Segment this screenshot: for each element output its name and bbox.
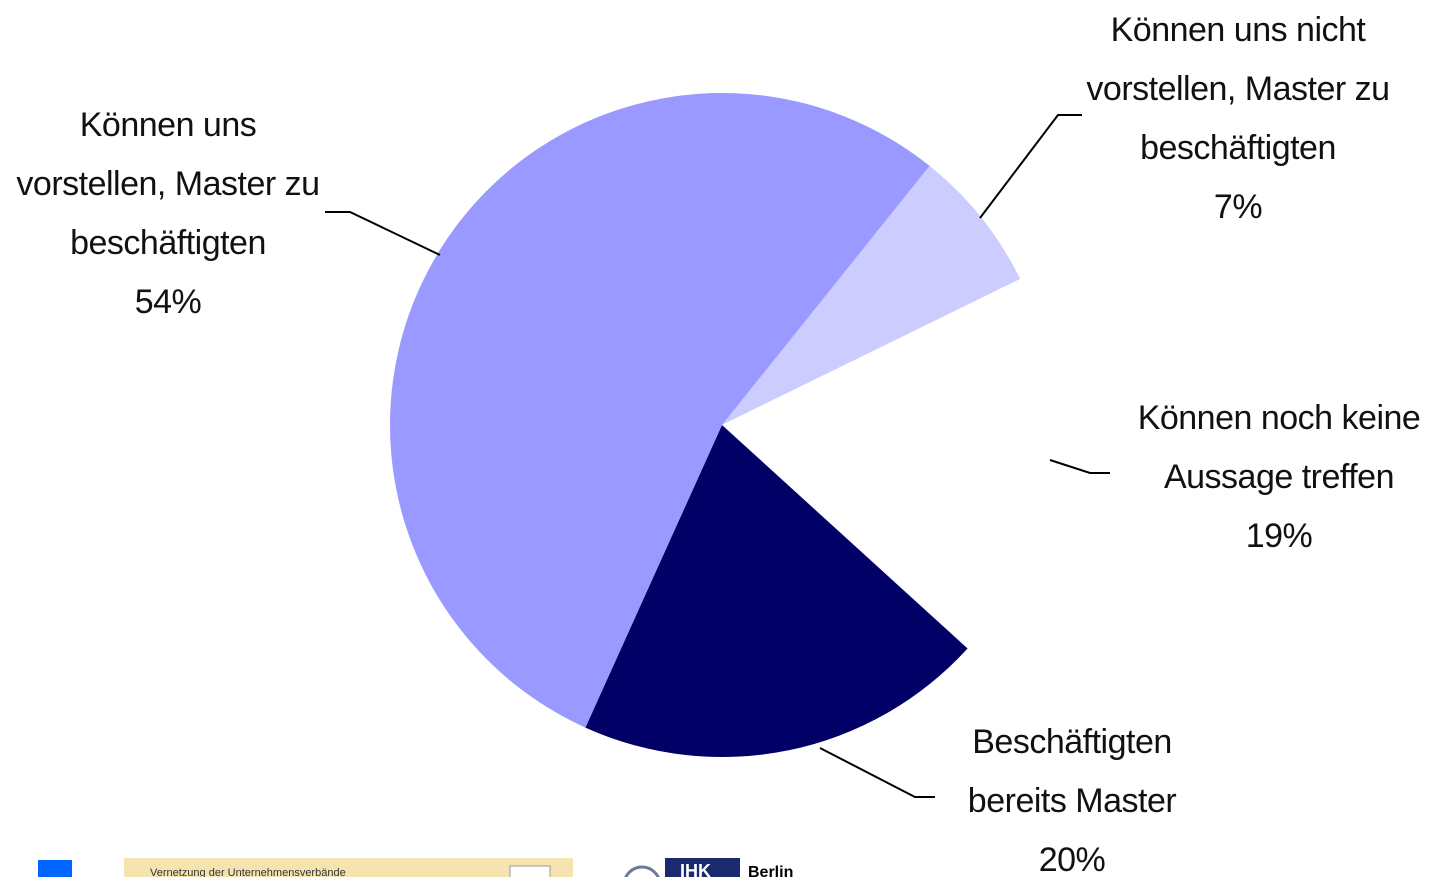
slice-percent: 19% (1245, 517, 1313, 555)
slices (389, 92, 1054, 757)
slice-category: Beschäftigten bereits Master (967, 723, 1177, 820)
leader-lines (325, 114, 1110, 798)
slice-category: Können noch keine Aussage treffen (1137, 399, 1421, 496)
slice (722, 165, 1021, 426)
logo-sub: Berlin (748, 864, 793, 877)
leader-line (325, 211, 441, 256)
slice-label: Können uns vorstellen, Master zu beschäf… (3, 96, 333, 332)
slice (722, 278, 1054, 649)
leader-line (979, 114, 1082, 219)
slice (389, 92, 930, 728)
slice-percent: 54% (134, 283, 202, 321)
leader-line (819, 747, 935, 798)
logo-text: IHK (680, 861, 711, 877)
slice-label: Können uns nicht vorstellen, Master zu b… (1078, 1, 1398, 237)
slice-label: Beschäftigten bereits Master 20% (922, 713, 1222, 877)
slice (585, 425, 968, 757)
footer-box (509, 865, 551, 877)
slice-label: Können noch keine Aussage treffen 19% (1118, 389, 1440, 566)
slice-percent: 7% (1213, 188, 1263, 226)
slice-percent: 20% (1038, 841, 1106, 877)
leader-line (1049, 459, 1110, 474)
footer-square (38, 860, 72, 877)
footer-banner-text: Vernetzung der Unternehmensverbände (150, 867, 346, 877)
logo-ring (624, 865, 660, 877)
footer-banner (124, 858, 573, 877)
logo-box (665, 858, 740, 877)
slice-category: Können uns nicht vorstellen, Master zu b… (1086, 11, 1390, 167)
slice-category: Können uns vorstellen, Master zu beschäf… (16, 106, 320, 262)
